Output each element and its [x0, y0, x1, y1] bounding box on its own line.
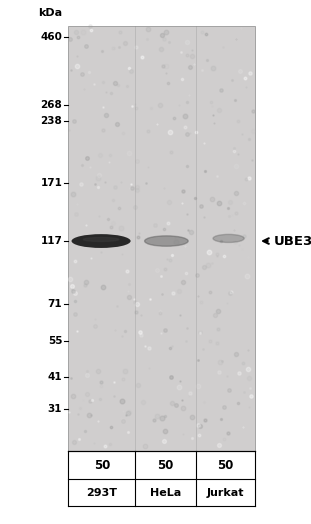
Ellipse shape [72, 234, 131, 248]
Text: 293T: 293T [86, 487, 117, 498]
Ellipse shape [83, 237, 119, 242]
Text: 41: 41 [48, 372, 62, 383]
Text: Jurkat: Jurkat [207, 487, 244, 498]
Text: 460: 460 [40, 31, 62, 42]
Text: 268: 268 [40, 100, 62, 110]
Text: 171: 171 [40, 178, 62, 189]
Text: 238: 238 [40, 115, 62, 126]
Text: 71: 71 [48, 299, 62, 309]
Text: 117: 117 [40, 236, 62, 246]
Text: 50: 50 [94, 458, 110, 472]
Ellipse shape [213, 234, 244, 243]
Ellipse shape [145, 236, 188, 246]
Text: 50: 50 [157, 458, 174, 472]
FancyBboxPatch shape [68, 26, 255, 451]
Text: 50: 50 [217, 458, 234, 472]
Text: UBE3C: UBE3C [274, 235, 311, 247]
Text: HeLa: HeLa [150, 487, 181, 498]
Text: kDa: kDa [38, 8, 62, 18]
Text: 55: 55 [48, 335, 62, 346]
Text: 31: 31 [48, 403, 62, 414]
